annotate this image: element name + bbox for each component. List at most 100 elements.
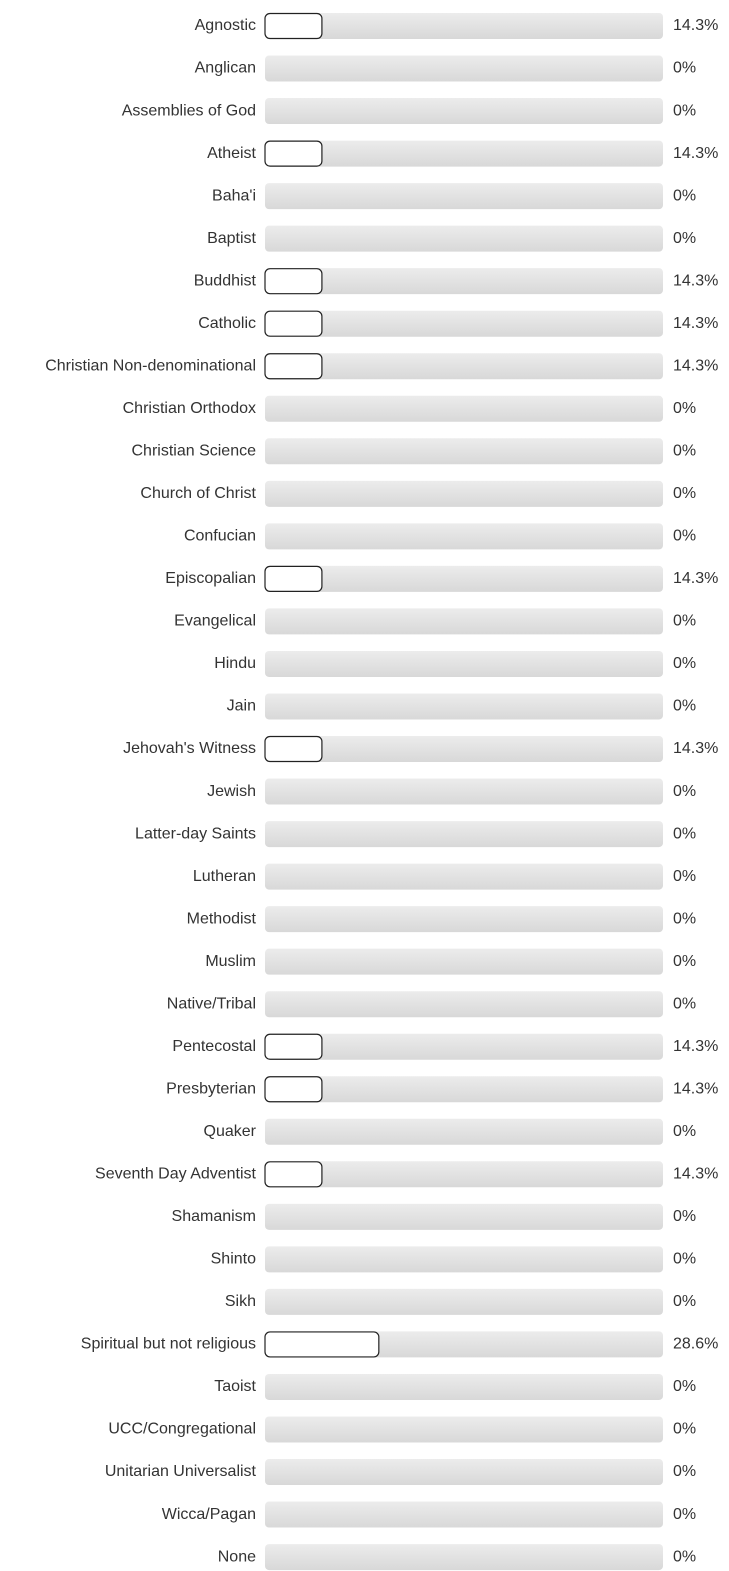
bar-track [265,1161,663,1188]
bar-track [265,1459,663,1486]
value-label: 0% [673,1208,696,1225]
bar-track [265,1246,663,1273]
category-label: Shinto [211,1251,256,1268]
bar-track [265,778,663,805]
value-label: 0% [673,655,696,672]
value-label: 0% [673,698,696,715]
bar-track [265,480,663,507]
value-label: 0% [673,953,696,970]
value-label: 0% [673,868,696,885]
bar [264,1076,323,1103]
value-label: 0% [673,230,696,247]
category-label: Muslim [205,953,256,970]
value-label: 0% [673,1123,696,1140]
bar-track [265,693,663,720]
bar [264,310,323,337]
value-label: 14.3% [673,570,718,587]
category-label: None [218,1548,256,1565]
value-label: 0% [673,1293,696,1310]
category-label: Baptist [207,230,256,247]
category-label: Evangelical [174,613,256,630]
value-label: 0% [673,613,696,630]
bar-track [265,1373,663,1400]
bar-track [265,98,663,125]
bar-track [265,736,663,763]
bar-track [265,650,663,677]
category-label: Native/Tribal [167,995,256,1012]
category-label: Jewish [207,783,256,800]
value-label: 14.3% [673,740,718,757]
value-label: 0% [673,60,696,77]
bar-track [265,1501,663,1528]
value-label: 0% [673,910,696,927]
category-label: Christian Orthodox [123,400,256,417]
category-label: Church of Christ [140,485,256,502]
category-label: Christian Non-denominational [45,357,256,374]
value-label: 0% [673,102,696,119]
bar-track [265,523,663,550]
bar-track [265,310,663,337]
value-label: 14.3% [673,272,718,289]
bar-track [265,268,663,295]
category-label: Buddhist [194,272,257,289]
category-label: Wicca/Pagan [162,1506,256,1523]
bar [264,12,323,40]
value-label: 14.3% [673,1038,718,1055]
bar-track [265,991,663,1018]
category-label: Spiritual but not religious [81,1336,256,1353]
bar [264,565,323,592]
bar-track [265,821,663,848]
bar-track [265,353,663,380]
bar [264,140,323,167]
bar-track [265,565,663,592]
bar [264,1161,323,1188]
value-label: 0% [673,1251,696,1268]
bar-track [265,225,663,252]
bar-track [265,1416,663,1443]
bar-track [265,183,663,210]
category-label: Methodist [187,910,257,927]
category-label: Seventh Day Adventist [95,1166,257,1183]
bar-track [265,1118,663,1145]
bar-track [265,1288,663,1315]
value-label: 0% [673,528,696,545]
value-label: 0% [673,783,696,800]
bar [264,1331,380,1358]
value-label: 0% [673,187,696,204]
category-label: Atheist [207,145,256,162]
bar-track [265,438,663,465]
bar-track [265,1076,663,1103]
bar-track [265,863,663,890]
bar-track [265,55,663,82]
category-label: UCC/Congregational [108,1421,256,1438]
category-label: Pentecostal [172,1038,256,1055]
category-label: Episcopalian [165,570,256,587]
bar-track [265,395,663,422]
value-label: 28.6% [673,1336,718,1353]
bar-track [265,608,663,635]
bar-track [265,1544,663,1571]
value-label: 0% [673,1421,696,1438]
category-label: Quaker [204,1123,257,1140]
value-label: 0% [673,443,696,460]
category-label: Presbyterian [166,1080,256,1097]
category-label: Assemblies of God [122,102,256,119]
bar [264,353,323,380]
category-label: Shamanism [172,1208,256,1225]
value-label: 14.3% [673,357,718,374]
category-label: Baha'i [212,187,256,204]
category-label: Jain [227,698,256,715]
bar-track [265,1203,663,1230]
category-label: Anglican [195,60,256,77]
bar-track [265,140,663,167]
category-label: Christian Science [132,443,257,460]
bar-track [265,1033,663,1060]
category-label: Jehovah's Witness [123,740,256,757]
category-label: Lutheran [193,868,256,885]
value-label: 14.3% [673,17,718,34]
bar-track [265,948,663,975]
value-label: 0% [673,995,696,1012]
value-label: 0% [673,1548,696,1565]
value-label: 0% [673,400,696,417]
